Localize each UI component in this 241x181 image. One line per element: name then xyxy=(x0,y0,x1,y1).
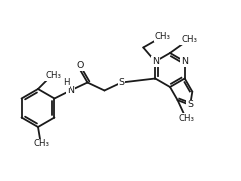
Text: CH₃: CH₃ xyxy=(181,35,197,45)
Text: N: N xyxy=(67,86,74,95)
Text: N: N xyxy=(152,57,159,66)
Text: H: H xyxy=(63,78,70,87)
Text: CH₃: CH₃ xyxy=(154,32,170,41)
Text: N: N xyxy=(181,57,188,66)
Text: S: S xyxy=(119,78,124,87)
Text: CH₃: CH₃ xyxy=(179,114,194,123)
Text: O: O xyxy=(77,61,84,70)
Text: CH₃: CH₃ xyxy=(34,140,50,148)
Text: CH₃: CH₃ xyxy=(45,71,61,81)
Text: S: S xyxy=(187,100,193,110)
